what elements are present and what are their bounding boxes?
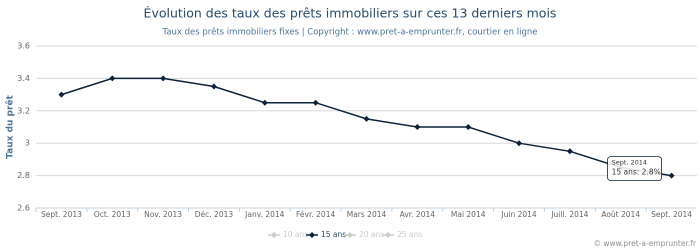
x-tick-label: Sept. 2013: [41, 210, 82, 219]
x-tick-label: Juin 2014: [500, 210, 537, 219]
data-point: [210, 83, 217, 90]
legend-item[interactable]: 10 ans: [268, 230, 308, 239]
legend-label: 10 ans: [283, 230, 308, 239]
data-point: [363, 115, 370, 122]
legend-item[interactable]: 25 ans: [382, 230, 422, 239]
legend-label: 15 ans: [321, 230, 346, 239]
credit: © www.pret-a-emprunter.fr: [593, 239, 696, 248]
y-tick-label: 3.2: [17, 106, 30, 115]
x-tick-label: Mai 2014: [451, 210, 486, 219]
data-point: [261, 99, 268, 106]
y-tick-label: 2.6: [17, 204, 30, 213]
y-tick-label: 3.4: [17, 74, 30, 83]
tooltip-text: 15 ans: 2.8%: [612, 168, 661, 177]
data-point: [58, 91, 65, 98]
y-axis-label: Taux du prêt: [5, 94, 16, 158]
chart-title: Évolution des taux des prêts immobiliers…: [144, 6, 557, 21]
legend-marker: [347, 232, 353, 238]
legend-label: 20 ans: [359, 230, 384, 239]
x-tick-label: Févr. 2014: [296, 210, 335, 219]
chart-subtitle: Taux des prêts immobiliers fixes | Copyr…: [162, 27, 538, 38]
legend-marker: [309, 232, 315, 238]
x-tick-label: Sept. 2014: [651, 210, 692, 219]
legend-item[interactable]: 15 ans: [306, 230, 346, 239]
legend-label: 25 ans: [397, 230, 422, 239]
y-tick-label: 2.8: [17, 171, 30, 180]
x-tick-label: Nov. 2013: [144, 210, 182, 219]
x-tick-label: Mars 2014: [347, 210, 387, 219]
data-point: [109, 75, 116, 82]
data-point: [312, 99, 319, 106]
x-tick-label: Avr. 2014: [400, 210, 436, 219]
legend-item[interactable]: 20 ans: [344, 230, 384, 239]
tooltip-box: [607, 156, 662, 182]
series-line: [61, 77, 672, 177]
x-tick-label: Juill. 2014: [550, 210, 588, 219]
y-tick-label: 3.6: [17, 42, 30, 51]
y-tick-label: 3: [25, 139, 30, 148]
data-point: [566, 148, 573, 155]
x-tick-label: Août 2014: [601, 210, 640, 219]
x-tick-label: Janv. 2014: [244, 210, 285, 219]
x-tick-label: Oct. 2013: [94, 210, 131, 219]
data-point: [465, 124, 472, 130]
legend-marker: [385, 232, 391, 238]
x-tick-label: Déc. 2013: [195, 210, 234, 219]
data-point: [160, 75, 167, 82]
legend-marker: [271, 232, 277, 238]
data-point: [516, 140, 523, 147]
data-point: [668, 172, 675, 179]
tooltip-title: Sept. 2014: [612, 159, 647, 167]
data-point: [414, 124, 421, 130]
